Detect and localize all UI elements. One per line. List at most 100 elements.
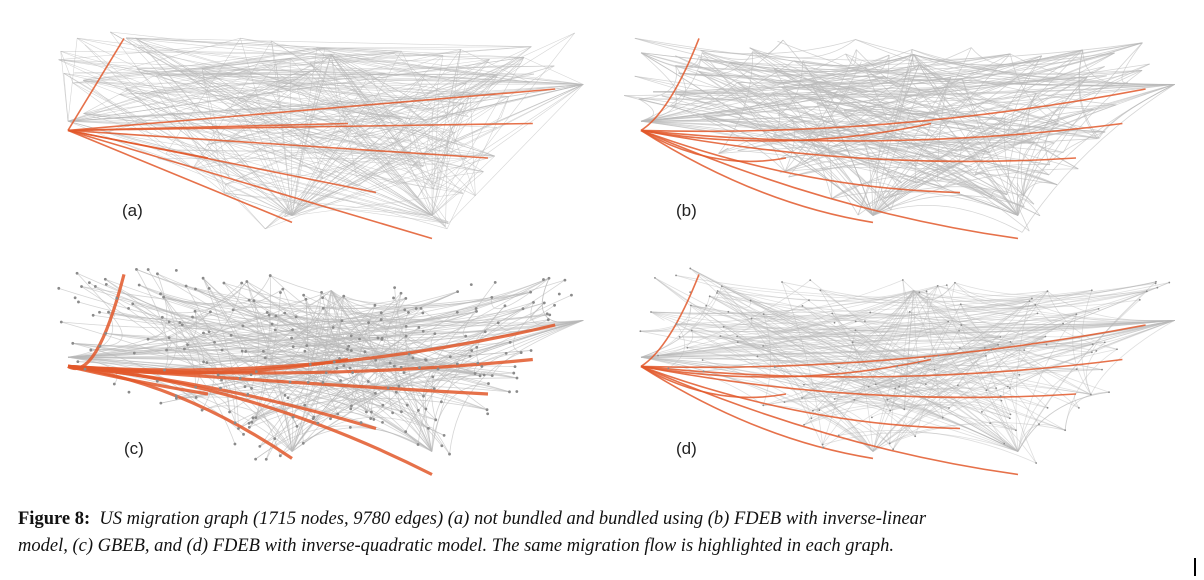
graph-node (512, 371, 516, 375)
graph-edge (948, 401, 1011, 415)
graph-edge (959, 347, 1011, 389)
graph-node (335, 366, 339, 370)
graph-node (686, 346, 689, 349)
graph-node (388, 361, 392, 365)
graph-node (202, 331, 205, 335)
graph-edge (1047, 291, 1118, 350)
graph-node (783, 401, 786, 403)
panel-label-d: (d) (676, 439, 697, 458)
graph-edge (737, 341, 1091, 395)
graph-node (194, 287, 197, 291)
graph-node (331, 326, 335, 329)
graph-edge (316, 46, 532, 49)
graph-node (348, 425, 352, 429)
graph-node (999, 395, 1002, 397)
graph-edge (201, 47, 325, 69)
graph-node (303, 349, 307, 353)
graph-edge (650, 311, 869, 388)
graph-edge (650, 311, 890, 444)
graph-edge (290, 57, 386, 74)
graph-edge (872, 424, 1016, 452)
graph-edge (679, 320, 1175, 338)
graph-edge (650, 311, 919, 364)
graph-edge (431, 171, 484, 216)
graph-node (219, 386, 222, 390)
graph-node (374, 358, 378, 362)
graph-edge (438, 158, 476, 196)
graph-edge (887, 300, 1030, 401)
graph-edge (63, 73, 293, 216)
graph-node (220, 348, 224, 352)
graph-edge (447, 103, 465, 138)
graph-edge (650, 284, 947, 314)
graph-edge (668, 323, 686, 369)
graph-node (311, 417, 315, 421)
graph-node (422, 394, 425, 398)
graph-node (191, 315, 194, 319)
graph-edge (960, 304, 1001, 338)
graph-edge (474, 320, 584, 374)
graph-edge (412, 165, 476, 196)
graph-edge (951, 282, 956, 297)
graph-edge (810, 84, 931, 136)
graph-edge (1000, 336, 1105, 345)
graph-edge (157, 158, 449, 224)
graph-edge (870, 312, 1175, 325)
graph-edge (855, 330, 944, 418)
graph-edge (638, 65, 677, 100)
graph-edge (67, 120, 449, 224)
graph-node (267, 313, 271, 317)
graph-node (478, 374, 482, 378)
graph-edge (690, 268, 905, 410)
graph-node (870, 416, 873, 419)
figure-caption: Figure 8: US migration graph (1715 nodes… (18, 506, 1198, 560)
caption-line-2: model, (c) GBEB, and (d) FDEB with inver… (18, 533, 1198, 560)
graph-node (727, 310, 730, 313)
graph-node (1154, 282, 1157, 285)
graph-edge (855, 320, 1175, 333)
graph-edge (1017, 391, 1110, 452)
graph-edge (462, 84, 584, 146)
graph-node (339, 379, 342, 382)
graph-edge (119, 83, 467, 95)
graph-edge (67, 52, 395, 122)
highlighted-flow-edge (67, 122, 349, 132)
graph-edge (428, 426, 450, 455)
graph-edge (845, 49, 857, 65)
graph-node (132, 351, 136, 355)
graph-edge (717, 290, 916, 437)
text-cursor (1194, 558, 1196, 576)
graph-node (1075, 313, 1078, 316)
graph-node (570, 293, 573, 297)
graph-edge (737, 341, 1019, 452)
graph-edge (640, 347, 985, 358)
graph-edge (650, 283, 1156, 314)
graph-edge (820, 290, 891, 411)
graph-edge (125, 88, 226, 111)
graph-node (948, 407, 950, 409)
graph-node (237, 427, 240, 430)
graph-edge (904, 402, 1011, 415)
graph-node (705, 304, 708, 307)
graph-edge (1009, 388, 1037, 464)
graph-edge (330, 54, 433, 185)
graph-edge (788, 162, 955, 178)
graph-edge (83, 79, 484, 173)
graph-node (854, 329, 857, 332)
graph-edge (640, 344, 1047, 358)
graph-node (365, 410, 368, 414)
graph-node (917, 362, 920, 364)
graph-node (701, 359, 704, 361)
graph-node (273, 437, 277, 441)
graph-node (163, 368, 166, 372)
graph-node (359, 421, 363, 424)
graph-edge (83, 59, 490, 114)
graph-node (493, 280, 497, 284)
graph-node (678, 336, 681, 338)
graph-node (486, 412, 490, 416)
graph-edge (445, 137, 449, 227)
graph-edge (67, 356, 374, 420)
graph-node (321, 380, 325, 384)
graph-node (374, 391, 377, 395)
